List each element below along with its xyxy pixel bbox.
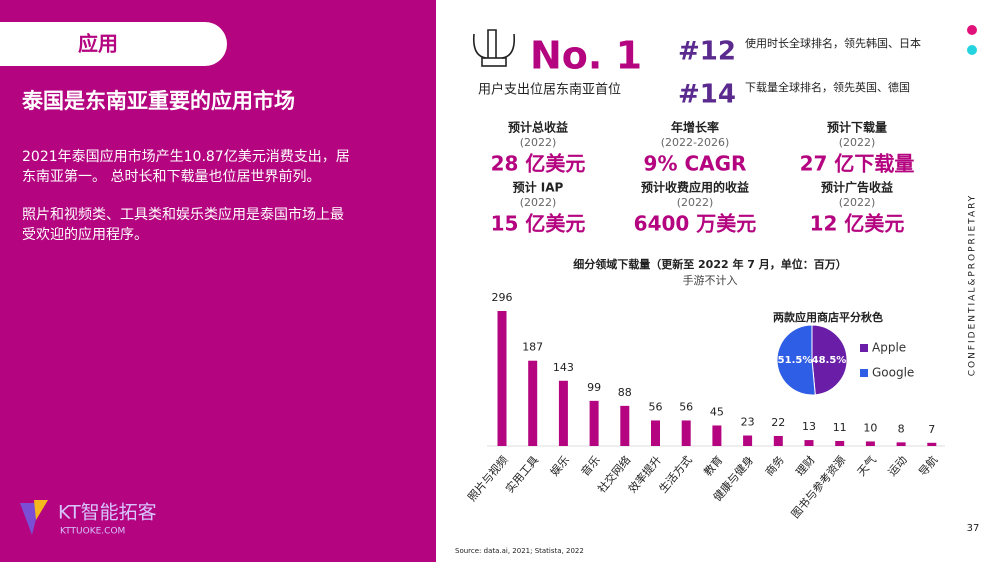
category-label: 商务 [762,453,787,479]
chart-title: 细分领域下载量（更新至 2022 年 7 月，单位：百万） [573,257,847,271]
value-label: 10 [863,421,877,434]
bar [558,380,568,446]
logo-url: KTTUOKE.COM [60,527,125,537]
bar [743,435,753,446]
category-label: 实用工具 [502,453,541,496]
bar [589,400,599,446]
stat-value: 6400 万美元 [634,212,757,236]
category-label: 运动 [886,454,910,479]
value-label: 296 [492,291,513,304]
value-label: 7 [928,423,935,436]
legend-label: Google [872,366,914,380]
side-text: CONFIDENTIAL&PROPRIETARY [968,194,978,377]
left-panel [0,0,436,562]
category-label: 娱乐 [547,453,572,479]
category-label: 理财 [793,453,818,479]
paragraph: 受欢迎的应用程序。 [22,226,148,243]
bar [620,405,630,446]
stat-value: 27 亿下载量 [800,152,915,176]
category-label: 音乐 [578,453,603,479]
stat-value: 12 亿美元 [810,212,905,236]
value-label: 99 [587,381,601,394]
pie-slice [811,324,848,396]
legend-swatch [860,344,868,352]
stat-sub: (2022-2026) [661,136,730,149]
bar [865,441,875,446]
rank-caption: 用户支出位居东南亚首位 [478,82,621,98]
stat-sub: (2022) [839,136,876,149]
trophy-icon [472,29,516,67]
stat-label: 预计广告收益 [821,180,893,195]
stat-value: 9% CAGR [644,152,747,176]
bar [651,420,660,446]
value-label: 8 [898,422,905,435]
bar [681,420,691,446]
dot [967,45,977,55]
category-label: 生活方式 [656,453,695,496]
bar [773,435,783,446]
stat-sub: (2022) [520,136,557,149]
category-label: 教育 [701,453,726,479]
stat-value: 15 亿美元 [491,212,586,236]
bar [497,311,507,446]
bar [927,442,937,446]
rank-text: 使用时长全球排名，领先韩国、日本 [745,36,921,50]
logo-name: KT智能拓客 [58,502,157,524]
rank-big: No. 1 [530,34,642,78]
bar [712,425,722,446]
rank-text: 下载量全球排名，领先英国、德国 [745,80,910,94]
value-label: 143 [553,361,574,374]
source: Source: data.ai, 2021; Statista, 2022 [455,547,584,555]
paragraph: 照片和视频类、工具类和娱乐类应用是泰国市场上最 [22,206,344,223]
page-number: 37 [967,523,980,534]
legend-label: Apple [872,341,906,355]
stat-sub: (2022) [520,196,557,209]
left-title: 泰国是东南亚重要的应用市场 [21,89,295,113]
chart-subtitle: 手游不计入 [683,273,738,287]
paragraph: 2021年泰国应用市场产生10.87亿美元消费支出，居 [22,148,350,165]
tab-bg [0,22,227,66]
bar [835,440,845,446]
value-label: 13 [802,420,816,433]
value-label: 187 [522,341,543,354]
value-label: 56 [649,400,663,413]
value-label: 11 [833,421,847,434]
logo-icon [34,500,48,520]
bar [528,360,538,446]
stat-sub: (2022) [677,196,714,209]
tab: 应用 [78,32,118,56]
legend-swatch [860,369,868,377]
stat-sub: (2022) [839,196,876,209]
rank-number: #12 [678,37,736,67]
category-label: 天气 [854,453,879,479]
logo-icon [20,503,40,535]
dot [967,25,977,35]
bar [804,440,814,446]
slice-label: 48.5% [812,355,847,366]
value-label: 45 [710,405,724,418]
stat-label: 年增长率 [671,120,719,135]
stat-label: 预计总收益 [508,120,568,135]
slice-label: 51.5% [778,355,813,366]
chart-title: 两款应用商店平分秋色 [773,310,883,324]
category-label: 图书与参考资源 [788,453,848,521]
stat-label: 预计下载量 [827,120,887,135]
bar [896,442,906,446]
value-label: 22 [771,416,785,429]
category-label: 照片与视频 [465,453,511,504]
value-label: 88 [618,386,632,399]
stat-label: 预计 IAP [513,180,564,195]
value-label: 23 [741,416,755,429]
value-label: 56 [679,400,693,413]
pie-slice [776,324,816,396]
stat-value: 28 亿美元 [491,152,586,176]
paragraph: 东南亚第一。 总时长和下载量也位居世界前列。 [22,168,320,185]
category-label: 导航 [916,453,941,479]
stat-label: 预计收费应用的收益 [641,180,749,195]
rank-number: #14 [678,80,736,110]
